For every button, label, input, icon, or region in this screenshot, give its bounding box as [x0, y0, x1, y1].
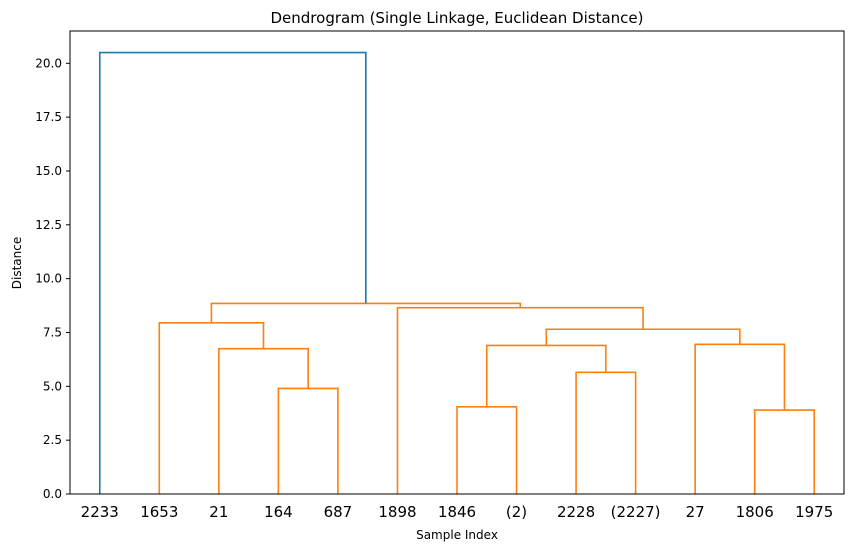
y-tick-label: 20.0: [35, 56, 62, 70]
dendrogram-link-10: [210, 302, 522, 323]
y-tick-label: 12.5: [35, 218, 62, 232]
dendrogram-link-3: [456, 405, 518, 494]
dendrogram-link-4: [575, 371, 637, 494]
y-axis-label: Distance: [10, 237, 24, 289]
x-leaf-label: 2228: [557, 503, 595, 521]
dendrogram-link-1: [218, 347, 309, 494]
x-leaf-label: 1806: [736, 503, 774, 521]
x-leaf-label: 164: [264, 503, 293, 521]
y-axis: 0.0 2.5 5.0 7.5 10.0 12.5 15.0 17.5 20.0: [35, 56, 70, 501]
y-tick-label: 0.0: [43, 487, 62, 501]
plot-frame: [69, 30, 845, 495]
dendrogram-link-6: [753, 409, 816, 494]
y-tick-label: 5.0: [43, 379, 62, 393]
x-leaf-label: 27: [686, 503, 705, 521]
dendrogram-link-5: [485, 344, 607, 407]
y-tick-label: 15.0: [35, 164, 62, 178]
x-axis-label: Sample Index: [416, 528, 498, 542]
dendrogram-link-0: [277, 387, 339, 494]
dendrogram-link-2: [158, 321, 265, 494]
x-leaf-label: 1653: [140, 503, 178, 521]
dendrogram-links: [98, 51, 816, 494]
x-leaf-label: 687: [324, 503, 353, 521]
x-leaf-label: (2227): [611, 503, 661, 521]
dendrogram-link-9: [396, 306, 644, 494]
x-leaf-label: 21: [209, 503, 228, 521]
x-leaf-label: 1846: [438, 503, 476, 521]
y-tick-label: 2.5: [43, 433, 62, 447]
dendrogram-link-11: [98, 51, 367, 494]
dendrogram-link-8: [545, 328, 741, 346]
x-leaf-label: (2): [506, 503, 527, 521]
chart-title: Dendrogram (Single Linkage, Euclidean Di…: [271, 9, 644, 27]
dendrogram-link-7: [694, 343, 786, 494]
x-leaf-label: 1898: [378, 503, 416, 521]
y-tick-label: 10.0: [35, 272, 62, 286]
x-leaf-label: 1975: [795, 503, 833, 521]
y-tick-label: 7.5: [43, 325, 62, 339]
x-axis: 2233 1653 21 164 687 1898 1846 (2) 2228 (2227) 27 1…: [81, 503, 834, 521]
x-leaf-label: 2233: [81, 503, 119, 521]
y-tick-label: 17.5: [35, 110, 62, 124]
